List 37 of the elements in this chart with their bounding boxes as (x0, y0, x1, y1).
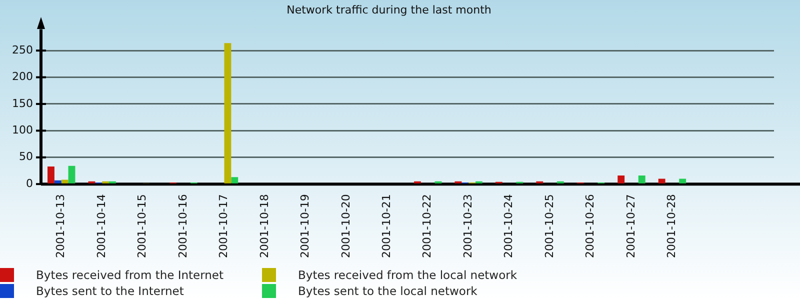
x-tick-label: 2001-10-17 (217, 194, 230, 258)
y-tick-label: 50 (18, 150, 33, 164)
legend-label: Bytes received from the local network (298, 268, 518, 282)
x-tick-label: 2001-10-24 (502, 194, 516, 258)
bar (48, 166, 54, 184)
y-tick-label: 100 (12, 124, 33, 137)
x-tick-label: 2001-10-15 (136, 194, 149, 258)
y-tick-label: 0 (26, 176, 33, 190)
bar (658, 178, 666, 184)
bar (61, 180, 68, 184)
bar (231, 177, 238, 184)
y-tick-label: 250 (12, 43, 33, 56)
x-tick-label: 2001-10-13 (54, 194, 68, 258)
legend-label: Bytes sent to the local network (298, 284, 478, 298)
x-tick-label: 2001-10-21 (380, 194, 393, 258)
bar (54, 180, 62, 184)
bar (68, 166, 76, 184)
x-tick-label: 2001-10-26 (584, 194, 597, 258)
x-tick-label: 2001-10-25 (542, 194, 556, 258)
x-tick-label: 2001-10-20 (339, 194, 352, 258)
y-tick-label: 200 (12, 70, 33, 84)
x-tick-label: 2001-10-22 (420, 194, 434, 258)
x-tick-label: 2001-10-28 (665, 194, 678, 258)
legend-label: Bytes received from the Internet (36, 268, 224, 282)
x-tick-label: 2001-10-14 (94, 194, 108, 258)
x-tick-label: 2001-10-18 (258, 194, 271, 258)
legend-label: Bytes sent to the Internet (36, 284, 184, 298)
x-tick-label: 2001-10-27 (624, 194, 638, 258)
x-tick-label: 2001-10-23 (461, 194, 474, 258)
bar (618, 176, 625, 184)
x-tick-label: 2001-10-19 (298, 194, 312, 258)
bar (224, 43, 232, 184)
bar (679, 178, 686, 184)
bar (638, 176, 646, 184)
x-tick-label: 2001-10-16 (176, 194, 190, 258)
y-tick-label: 150 (12, 96, 33, 110)
chart-title: Network traffic during the last month (286, 3, 492, 16)
